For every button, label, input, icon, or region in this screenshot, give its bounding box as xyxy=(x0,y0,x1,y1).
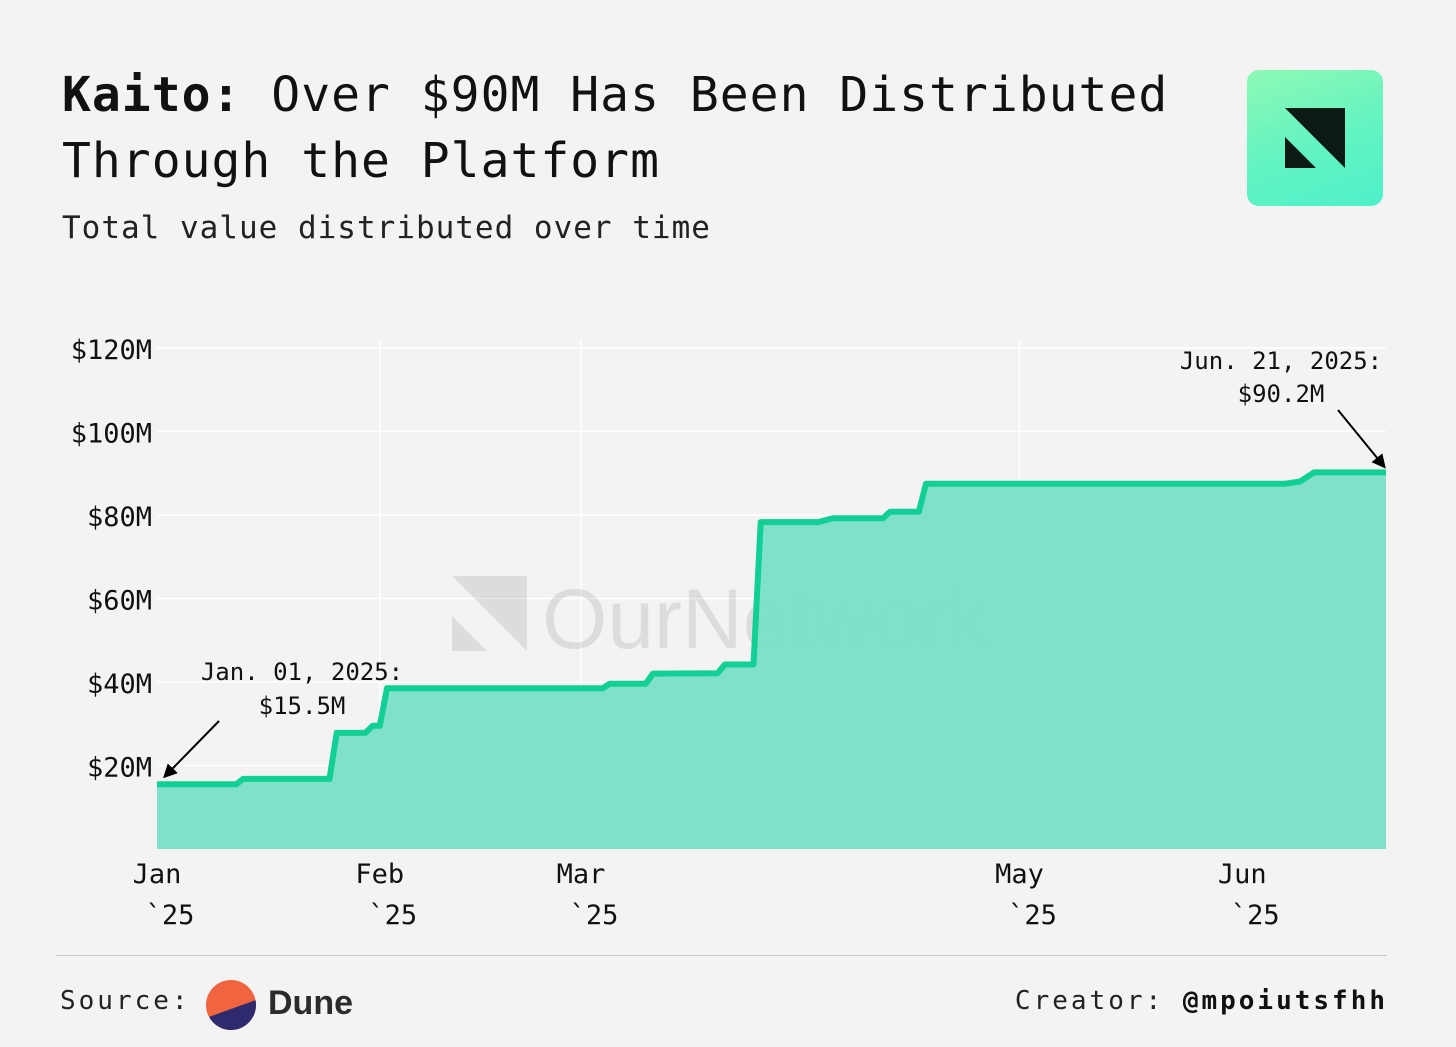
annotation-value: $90.2M xyxy=(1238,380,1325,408)
y-tick-label: $120M xyxy=(71,335,152,366)
annotation-date: Jun. 21, 2025: xyxy=(1180,347,1382,375)
creator-label: Creator: xyxy=(1014,986,1165,1016)
x-tick-label: May xyxy=(995,859,1044,890)
x-tick-label: `25 xyxy=(570,900,619,931)
x-tick-label: Jan xyxy=(133,859,182,890)
y-tick-label: $40M xyxy=(87,669,152,700)
y-tick-label: $80M xyxy=(87,502,152,533)
footer-divider xyxy=(56,955,1387,956)
page-title: Kaito: Over $90M Has Been Distributed Th… xyxy=(62,62,1182,194)
annotation-date: Jan. 01, 2025: xyxy=(201,658,403,686)
x-tick-label: `25 xyxy=(146,900,195,931)
chart-area: $20M$40M$60M$80M$100M$120MOurNetworkJan`… xyxy=(71,335,1386,931)
creator-handle[interactable]: @mpoiutsfhh xyxy=(1182,986,1388,1016)
annotation-arrow xyxy=(1337,409,1386,469)
annotation-arrow xyxy=(163,720,220,779)
x-tick-label: Mar xyxy=(557,859,606,890)
page-subtitle: Total value distributed over time xyxy=(62,210,711,246)
x-tick-label: `25 xyxy=(1231,900,1280,931)
dune-logo-icon xyxy=(206,980,256,1030)
y-tick-label: $100M xyxy=(71,419,152,450)
title-rest: Over $90M Has Been Distributed Through t… xyxy=(62,67,1169,189)
ournetwork-logo-icon xyxy=(1247,70,1383,206)
x-tick-label: Jun xyxy=(1218,859,1267,890)
x-tick-label: Feb xyxy=(355,859,404,890)
series-area xyxy=(157,472,1386,849)
creator-credit: Creator: @mpoiutsfhh xyxy=(1015,986,1388,1016)
watermark-logo-icon xyxy=(452,576,527,651)
series-line xyxy=(157,469,1386,788)
source-name[interactable]: Dune xyxy=(268,984,353,1022)
x-tick-label: `25 xyxy=(368,900,417,931)
watermark-logo-icon xyxy=(452,616,487,651)
x-tick-label: `25 xyxy=(1008,900,1057,931)
annotation-value: $15.5M xyxy=(259,692,346,720)
source-label: Source: xyxy=(60,986,191,1016)
y-tick-label: $60M xyxy=(87,586,152,617)
title-bold: Kaito: xyxy=(62,67,242,123)
y-tick-label: $20M xyxy=(87,753,152,784)
